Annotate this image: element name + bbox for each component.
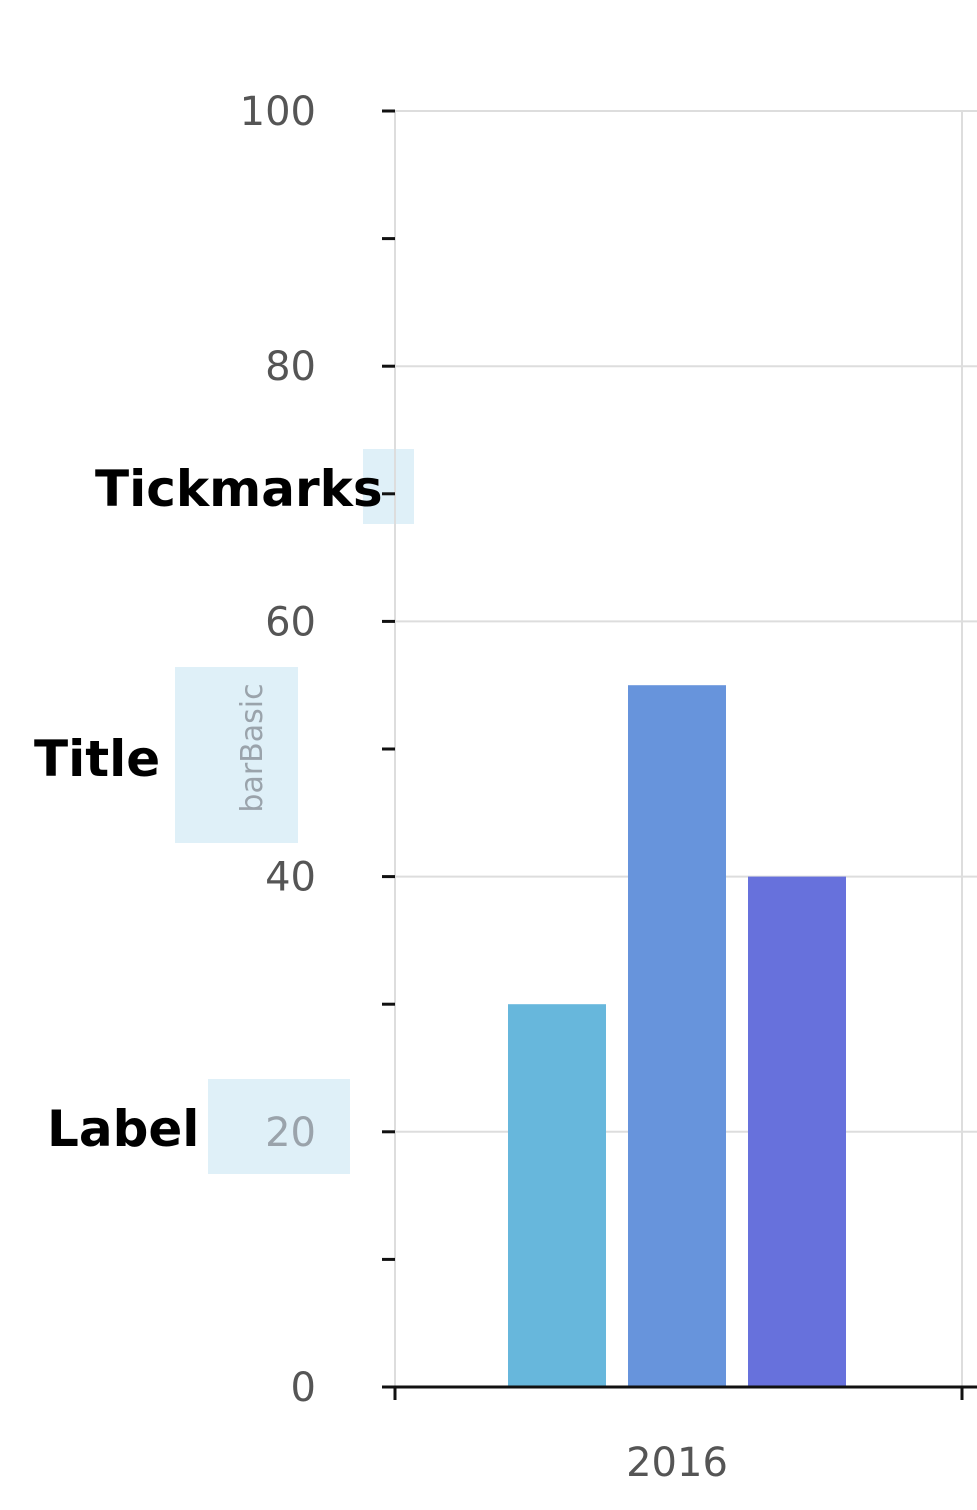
annotation-label: Label [47, 1100, 200, 1158]
title-highlight [175, 667, 298, 843]
y-tick-label: 40 [265, 855, 316, 901]
annotation-title: Title [34, 730, 161, 788]
y-tick-label: 60 [265, 599, 316, 645]
label-highlight [208, 1079, 350, 1174]
bar [508, 1004, 606, 1387]
y-tick-label: 20 [265, 1110, 316, 1156]
y-tick-label: 100 [240, 89, 316, 135]
y-tick-label: 0 [291, 1365, 316, 1411]
bar [628, 685, 726, 1387]
tickmark-highlight [363, 449, 414, 524]
bars [508, 685, 846, 1387]
x-tick-label: 2016 [626, 1440, 728, 1486]
chart-title: barBasic [235, 683, 270, 812]
axis-labels: 0 20 40 60 80 100 2016 [240, 89, 728, 1486]
y-tick-label: 80 [265, 344, 316, 390]
gridlines [394, 110, 977, 1387]
bar [748, 876, 846, 1387]
annotation-tickmarks: Tickmarks [95, 460, 383, 518]
axes [382, 109, 977, 1400]
